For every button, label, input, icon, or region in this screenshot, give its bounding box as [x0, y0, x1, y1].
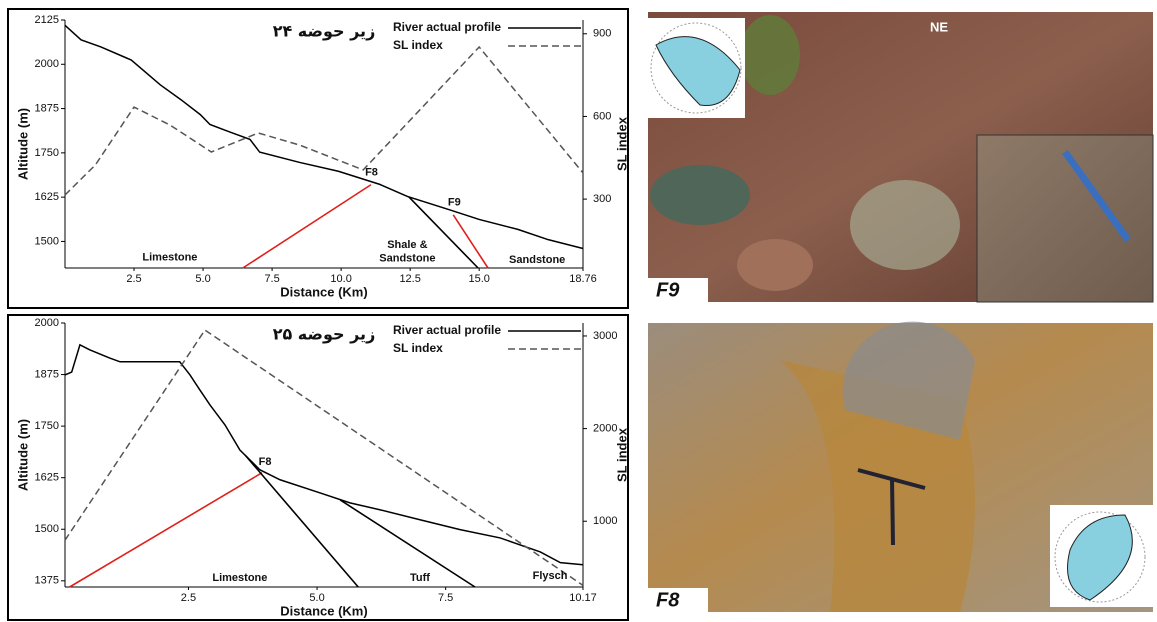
series-line	[64, 45, 584, 196]
y-axis-label: Altitude (m)	[15, 419, 30, 491]
structure-line	[242, 184, 372, 269]
y-tick-label: 1375	[35, 575, 59, 587]
y2-tick-label: 300	[593, 193, 611, 205]
y-tick-label: 2000	[35, 317, 59, 329]
x-tick-label: 5.0	[195, 273, 210, 285]
y-tick-label: 1625	[35, 191, 59, 203]
x-tick-label: 10.0	[330, 273, 351, 285]
pencil	[890, 477, 895, 546]
photo-label: F8	[656, 589, 680, 611]
panel-frame	[7, 8, 629, 309]
y-tick-label: 1750	[35, 147, 59, 159]
y-tick-label: 1500	[35, 235, 59, 247]
chart-title: زیر حوضه ۲۴	[273, 22, 376, 41]
stereonet-plane	[1067, 514, 1133, 601]
stereonet-plane	[655, 36, 741, 107]
legend-label: River actual profile	[393, 20, 501, 34]
x-tick-label: 15.0	[468, 273, 489, 285]
x-tick-label: 5.0	[309, 592, 324, 604]
annotation: Flysch	[533, 570, 568, 582]
x-tick-label: 7.5	[264, 273, 279, 285]
x-tick-label: 12.5	[399, 273, 420, 285]
x-tick-label: 2.5	[126, 273, 141, 285]
annotation: Shale &	[387, 239, 427, 251]
structure-line	[339, 499, 476, 588]
shrub	[740, 15, 800, 95]
label-box	[648, 588, 708, 612]
bag	[650, 165, 750, 225]
y-tick-label: 1875	[35, 102, 59, 114]
x-axis-label: Distance (Km)	[280, 603, 367, 618]
y-tick-label: 1875	[35, 368, 59, 380]
y-tick-label: 1500	[35, 523, 59, 535]
structure-line	[452, 214, 489, 269]
annotation: Limestone	[142, 252, 197, 264]
y2-axis-label: SL index	[614, 116, 629, 171]
label-box	[648, 278, 708, 302]
photo-f9: F9 NE	[648, 12, 1154, 303]
y-tick-label: 1750	[35, 420, 59, 432]
y2-tick-label: 3000	[593, 330, 617, 342]
photo-f8: F8	[648, 321, 1153, 612]
x-tick-label: 10.17	[569, 592, 597, 604]
annotation: Sandstone	[379, 253, 435, 265]
structure-line	[69, 472, 263, 588]
annotation: F8	[259, 456, 272, 468]
series-line	[64, 24, 584, 250]
y-tick-label: 1625	[35, 472, 59, 484]
annotation: F8	[365, 167, 378, 179]
protractor	[842, 321, 975, 440]
chart-title: زیر حوضه ۲۵	[273, 325, 376, 344]
inset-photo	[976, 134, 1154, 303]
x-axis-label: Distance (Km)	[280, 284, 367, 299]
chart: 1500 1625 1750 1875 2000 2125 300 600 900 2.5 5.0 7…	[15, 14, 629, 300]
y-tick-label: 2000	[35, 58, 59, 70]
y-axis-label: Altitude (m)	[15, 108, 30, 180]
rock	[737, 239, 813, 291]
structure-line	[408, 196, 479, 269]
series-line	[64, 343, 584, 566]
pen	[1062, 149, 1131, 243]
annotation: Tuff	[410, 572, 430, 584]
stereonet	[1054, 511, 1146, 603]
annotation: F9	[448, 197, 461, 209]
legend-label: River actual profile	[393, 323, 501, 337]
legend-label: SL index	[393, 341, 443, 355]
structure-line	[244, 454, 359, 588]
annotation: Sandstone	[509, 254, 565, 266]
x-tick-label: 18.76	[569, 273, 597, 285]
y2-tick-label: 2000	[593, 423, 617, 435]
y2-tick-label: 600	[593, 110, 611, 122]
legend-label: SL index	[393, 38, 443, 52]
y2-tick-label: 1000	[593, 515, 617, 527]
series-line	[64, 328, 584, 586]
direction-label: NE	[930, 19, 948, 34]
y2-axis-label: SL index	[614, 427, 629, 482]
x-tick-label: 2.5	[181, 592, 196, 604]
x-tick-label: 7.5	[438, 592, 453, 604]
panel-frame	[7, 314, 629, 621]
stereonet	[650, 22, 742, 114]
y2-tick-label: 900	[593, 28, 611, 40]
y-tick-label: 2125	[35, 14, 59, 26]
shrub	[850, 180, 960, 270]
chart: 1375 1500 1625 1750 1875 2000 1000 2000 3000 2.5 5…	[15, 317, 629, 619]
annotation: Limestone	[212, 572, 267, 584]
photo-label: F9	[656, 279, 680, 301]
